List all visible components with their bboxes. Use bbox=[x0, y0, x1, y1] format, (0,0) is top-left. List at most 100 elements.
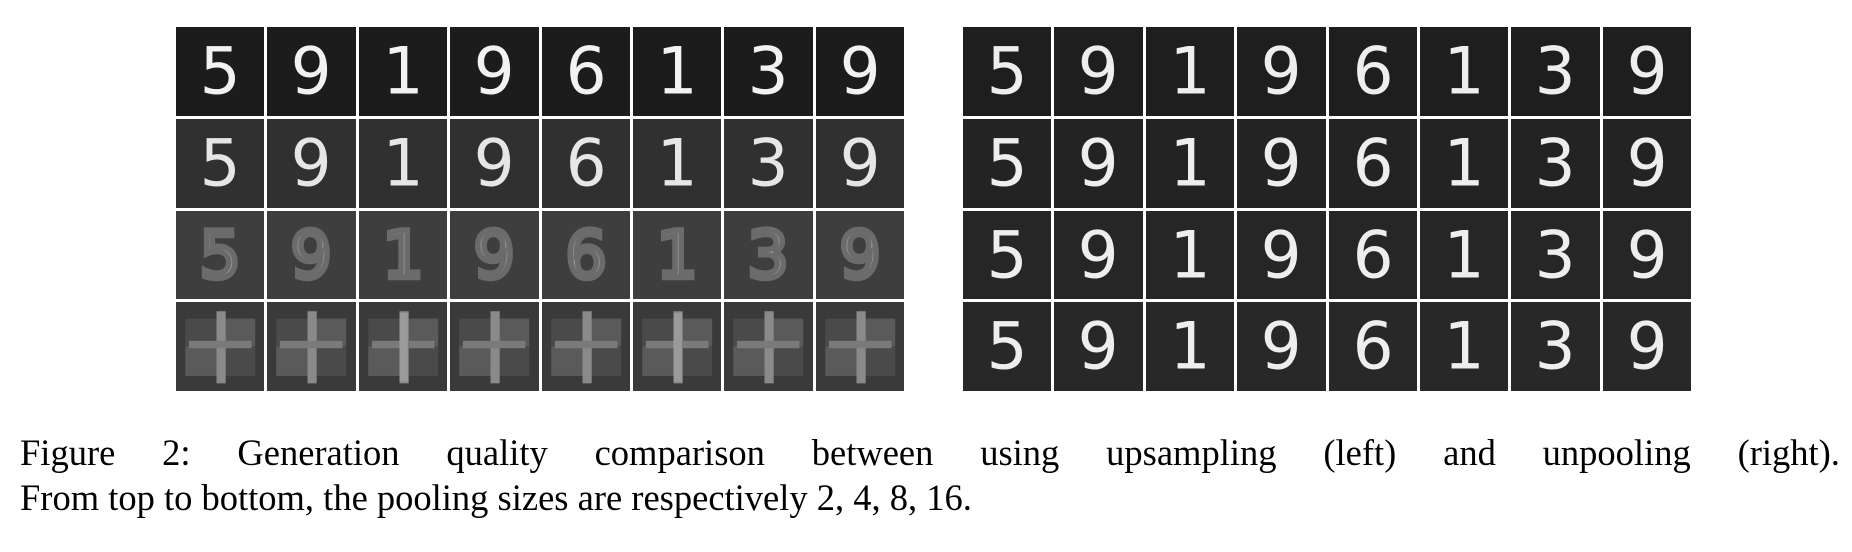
digit-sample: 9 bbox=[1054, 210, 1143, 300]
digit-image: 1 bbox=[1169, 126, 1210, 201]
svg-text:6: 6 bbox=[565, 34, 606, 109]
svg-text:9: 9 bbox=[1626, 126, 1667, 201]
svg-text:9: 9 bbox=[839, 34, 880, 109]
digit-sample: 1 bbox=[632, 210, 722, 300]
digit-image: 6 bbox=[562, 215, 609, 296]
digit-sample: 6 bbox=[1328, 118, 1417, 208]
digit-sample bbox=[176, 302, 265, 391]
digit-image: 6 bbox=[1352, 218, 1393, 293]
svg-text:9: 9 bbox=[1078, 34, 1119, 109]
svg-text:6: 6 bbox=[565, 126, 606, 201]
digit-sample: 9 bbox=[1602, 210, 1691, 300]
digit-image: 1 bbox=[1444, 126, 1485, 201]
digit-image: 1 bbox=[1444, 310, 1485, 385]
digit-image: 9 bbox=[1261, 126, 1302, 201]
digit-image: 9 bbox=[839, 34, 880, 109]
digit-sample: 5 bbox=[176, 118, 265, 208]
digit-image: 6 bbox=[565, 34, 606, 109]
digit-image: 3 bbox=[748, 126, 789, 201]
svg-text:9: 9 bbox=[1078, 218, 1119, 293]
svg-text:6: 6 bbox=[565, 218, 606, 293]
digit-sample: 1 bbox=[1419, 210, 1509, 300]
digit-sample bbox=[541, 302, 630, 391]
digit-sample: 5 bbox=[963, 210, 1052, 300]
digit-image: 9 bbox=[837, 215, 884, 296]
svg-text:5: 5 bbox=[987, 126, 1028, 201]
caption-word: between bbox=[811, 432, 934, 473]
digit-sample: 9 bbox=[1237, 302, 1326, 391]
caption-word: 2: bbox=[162, 432, 191, 473]
digit-sample: 1 bbox=[1145, 302, 1235, 391]
digit-image: 1 bbox=[382, 126, 423, 201]
svg-text:1: 1 bbox=[657, 34, 698, 109]
svg-text:1: 1 bbox=[657, 218, 698, 293]
digit-image: 1 bbox=[1444, 34, 1485, 109]
digit-sample: 9 bbox=[1054, 27, 1143, 116]
digit-sample: 6 bbox=[541, 210, 630, 300]
digit-sample: 9 bbox=[1237, 210, 1326, 300]
digit-sample: 9 bbox=[815, 118, 904, 208]
svg-text:9: 9 bbox=[1626, 34, 1667, 109]
svg-text:9: 9 bbox=[1626, 310, 1667, 385]
caption-word: Figure bbox=[20, 432, 116, 473]
svg-text:9: 9 bbox=[839, 126, 880, 201]
svg-text:1: 1 bbox=[1444, 34, 1485, 109]
svg-text:9: 9 bbox=[1078, 310, 1119, 385]
svg-text:9: 9 bbox=[1261, 34, 1302, 109]
svg-text:9: 9 bbox=[1261, 310, 1302, 385]
digit-sample: 1 bbox=[358, 27, 448, 116]
digit-sample: 6 bbox=[1328, 302, 1417, 391]
digit-image: 1 bbox=[657, 34, 698, 109]
digit-image: 1 bbox=[1169, 218, 1210, 293]
digit-sample: 1 bbox=[1145, 118, 1235, 208]
digit-sample: 6 bbox=[1328, 210, 1417, 300]
caption-word: quality bbox=[446, 432, 548, 473]
digit-sample: 3 bbox=[1511, 302, 1600, 391]
svg-text:5: 5 bbox=[200, 218, 241, 293]
digit-image: 1 bbox=[1169, 310, 1210, 385]
digit-image bbox=[367, 311, 438, 384]
svg-text:3: 3 bbox=[1535, 310, 1576, 385]
digit-image bbox=[550, 311, 621, 384]
digit-image: 9 bbox=[1261, 218, 1302, 293]
digit-sample bbox=[632, 302, 722, 391]
digit-image bbox=[185, 311, 256, 384]
digit-image: 6 bbox=[1352, 126, 1393, 201]
digit-image: 9 bbox=[1261, 310, 1302, 385]
digit-sample: 6 bbox=[541, 118, 630, 208]
svg-text:1: 1 bbox=[1444, 310, 1485, 385]
digit-sample: 1 bbox=[632, 118, 722, 208]
svg-text:5: 5 bbox=[200, 126, 241, 201]
svg-text:9: 9 bbox=[1626, 218, 1667, 293]
svg-text:3: 3 bbox=[748, 34, 789, 109]
digit-image bbox=[733, 311, 804, 384]
svg-text:3: 3 bbox=[1535, 218, 1576, 293]
digit-sample: 9 bbox=[267, 118, 356, 208]
digit-sample: 3 bbox=[724, 118, 813, 208]
digit-sample: 5 bbox=[963, 27, 1052, 116]
svg-text:1: 1 bbox=[382, 126, 423, 201]
digit-sample bbox=[815, 302, 904, 391]
digit-image: 6 bbox=[1352, 34, 1393, 109]
svg-text:9: 9 bbox=[291, 34, 332, 109]
digit-sample: 9 bbox=[1602, 27, 1691, 116]
digit-sample: 9 bbox=[1237, 27, 1326, 116]
digit-sample: 5 bbox=[176, 27, 265, 116]
digit-image bbox=[642, 311, 713, 384]
digit-sample: 9 bbox=[267, 210, 356, 300]
digit-sample: 1 bbox=[1419, 27, 1509, 116]
svg-text:5: 5 bbox=[987, 218, 1028, 293]
digit-image: 3 bbox=[748, 34, 789, 109]
svg-text:3: 3 bbox=[748, 218, 789, 293]
digit-image: 3 bbox=[745, 215, 792, 296]
digit-sample bbox=[267, 302, 356, 391]
digit-image bbox=[824, 311, 895, 384]
svg-text:9: 9 bbox=[291, 218, 332, 293]
digit-sample: 1 bbox=[1145, 210, 1235, 300]
caption-word: comparison bbox=[594, 432, 765, 473]
svg-text:5: 5 bbox=[987, 34, 1028, 109]
digit-image: 9 bbox=[1078, 126, 1119, 201]
digit-image: 9 bbox=[474, 34, 515, 109]
digit-sample: 9 bbox=[815, 210, 904, 300]
svg-text:9: 9 bbox=[1078, 126, 1119, 201]
